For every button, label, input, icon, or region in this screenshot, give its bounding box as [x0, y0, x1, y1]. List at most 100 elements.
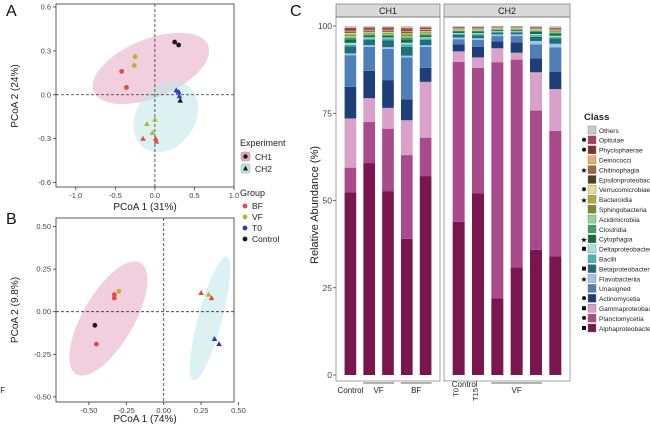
legend-label-cytophagia: Cytophagia: [599, 237, 633, 244]
y-tick-label-b: -0.50: [34, 392, 51, 401]
bar-segment-ch1-acidimicrobiia: [363, 33, 376, 35]
legend-dot-control: [242, 236, 248, 242]
bar-segment-ch1-phycisphaerae: [344, 29, 357, 31]
y-tick-label-b: 0.00: [36, 307, 51, 316]
bar-segment-ch2-deltaproteobacteria: [472, 32, 484, 34]
legend-marker-square-deltaproteobacteria: [582, 246, 586, 251]
bar-segment-ch1-bacteroidia: [400, 34, 413, 36]
bar-segment-ch1-planctomycetia: [344, 167, 357, 193]
bar-segment-ch2-bacilli: [452, 33, 465, 35]
bar-segment-ch1-flavobacteriia: [363, 45, 376, 47]
legend-swatch-others: [587, 125, 597, 135]
bar-segment-ch2-actinomycetia: [452, 44, 465, 52]
legend-swatch-opitutae: [587, 135, 597, 145]
bar-segment-ch1-actinomycetia: [363, 70, 376, 99]
bar-segment-ch1-flavobacteriia: [344, 53, 357, 56]
bar-segment-ch1-others: [344, 26, 357, 28]
facet-label-ch2: CH2: [498, 6, 516, 16]
bar-segment-ch1-verrucomicrobiae: [382, 31, 394, 33]
legend-marker-dot-actinomycetia: [582, 296, 586, 301]
legend-swatch-acidimicrobiia: [587, 214, 597, 224]
bar-segment-ch2-cytophagia: [530, 31, 542, 35]
bar-segment-ch1-deinococci: [419, 29, 432, 30]
bar-segment-ch2-gammaproteobacteria: [549, 89, 562, 131]
bar-segment-ch2-unasigned: [452, 39, 465, 45]
bar-segment-ch2-flavobacteriia: [530, 40, 542, 45]
bar-segment-ch1-clostridia: [382, 34, 394, 36]
x-tick-label-a: 0.5: [189, 191, 199, 200]
legend-label-opitutae: Opitutae: [599, 138, 624, 145]
y-axis-title-b: PCoA 2 (9.8%): [10, 277, 21, 343]
point-a-bf-ch2: [140, 135, 146, 141]
bar-segment-ch2-cytophagia: [510, 29, 523, 31]
point-a-vf-ch1: [131, 63, 137, 68]
bar-segment-ch2-alphaproteobacteria: [510, 267, 523, 375]
bar-segment-ch1-epsilonproteobacteria: [419, 30, 432, 32]
legend-swatch-flavobacteriia: [587, 274, 597, 283]
legend-label-gammaproteobacteria: Gammaproteobacteria: [599, 306, 650, 313]
y-tick-label-a: 0.0: [41, 90, 51, 99]
x-tick-label-b: 0.25: [194, 406, 209, 415]
bar-segment-ch1-sphingobacteria: [344, 34, 357, 36]
bar-segment-ch2-gammaproteobacteria: [510, 52, 523, 60]
stacked-bar-panel-c: Relative Abundance (%) 0 25 50 75 100 CH1 CH2…: [0, 3, 650, 401]
bar-segment-ch1-others: [400, 26, 413, 29]
legend-swatch-planctomycetia: [587, 313, 597, 323]
ellipse-b-ch1: [69, 261, 148, 376]
bar-segment-ch1-cytophagia: [419, 35, 432, 38]
bar-segment-ch2-clostridia: [472, 30, 484, 32]
bar-segment-ch1-bacteroidia: [382, 32, 394, 34]
bar-segment-ch2-planctomycetia: [510, 59, 523, 268]
legend-marker-star-cytophagia: ★: [580, 235, 587, 244]
bar-segment-ch1-alphaproteobacteria: [419, 176, 432, 375]
point-a-control-ch1: [172, 39, 178, 45]
plot-frame-a: [55, 3, 235, 188]
y-tick-label-a: 0.3: [41, 46, 51, 55]
bar-segment-ch2-deltaproteobacteria: [491, 30, 504, 32]
bar-segment-ch2-gammaproteobacteria: [530, 72, 542, 111]
bar-segment-ch2-betaproteobacteria: [472, 35, 484, 39]
point-b-bf-ch2: [208, 295, 215, 301]
legend-swatch-gammaproteobacteria: [587, 304, 597, 313]
bar-segment-ch1-chitinophagia: [400, 31, 413, 33]
bar-segment-ch1-phycisphaerae: [400, 29, 413, 31]
legend-label-deinococci: Deinococci: [599, 158, 632, 165]
legend-label-control: Control: [252, 234, 280, 244]
bar-segment-ch1-alphaproteobacteria: [382, 191, 394, 375]
bar-segment-ch1-unasigned: [419, 46, 432, 68]
bar-segment-ch1-bacilli: [363, 38, 376, 41]
bar-segment-ch1-opitutae: [382, 27, 394, 30]
bar-segment-ch2-planctomycetia: [549, 130, 562, 257]
legend-label-flavobacteriia: Flavobacteriia: [599, 276, 640, 283]
legend-experiment-title: Experiment: [240, 138, 286, 148]
point-a-t0-ch2: [176, 93, 183, 99]
bar-segment-ch2-deltaproteobacteria: [510, 30, 523, 32]
bar-segment-ch1-flavobacteriia: [400, 55, 413, 58]
legend-swatch-betaproteobacteria: [587, 264, 597, 273]
legend-label-alphaproteobacteria: Alphaproteobacteria: [599, 326, 650, 333]
legend-marker-square-alphaproteobacteria: [582, 326, 586, 330]
bar-segment-ch2-acidimicrobiia: [452, 30, 465, 31]
x-tick-label-b: 0.00: [156, 406, 171, 415]
bar-segment-ch2-actinomycetia: [549, 71, 562, 90]
bar-segment-ch1-flavobacteriia: [419, 45, 432, 47]
point-a-vf-ch2: [144, 121, 150, 127]
legend-label-sphingobacteria: Sphingobacteria: [599, 207, 647, 214]
legend-label-t0: T0: [252, 223, 262, 233]
bar-segment-ch1-planctomycetia: [400, 155, 413, 239]
bar-segment-ch2-opitutae: [530, 27, 542, 28]
x-axis-title-b: PCoA 1 (74%): [113, 414, 176, 425]
legend-marker-dot-planctomycetia: [582, 315, 586, 320]
bar-segment-ch2-planctomycetia: [472, 67, 484, 194]
bar-segment-ch1-deltaproteobacteria: [363, 37, 376, 39]
bar-segment-ch1-gammaproteobacteria: [400, 120, 413, 156]
bar-segment-ch1-deltaproteobacteria: [382, 37, 394, 39]
point-a-vf-ch1: [132, 54, 138, 60]
y-tick-label-b: 0.25: [36, 265, 51, 274]
x-tick-label-a: -0.5: [109, 191, 122, 200]
bar-segment-ch1-sphingobacteria: [363, 33, 376, 34]
point-a-vf-ch2: [152, 116, 158, 122]
plot-frame-b: [55, 217, 235, 403]
bar-segment-ch1-chitinophagia: [382, 30, 394, 32]
